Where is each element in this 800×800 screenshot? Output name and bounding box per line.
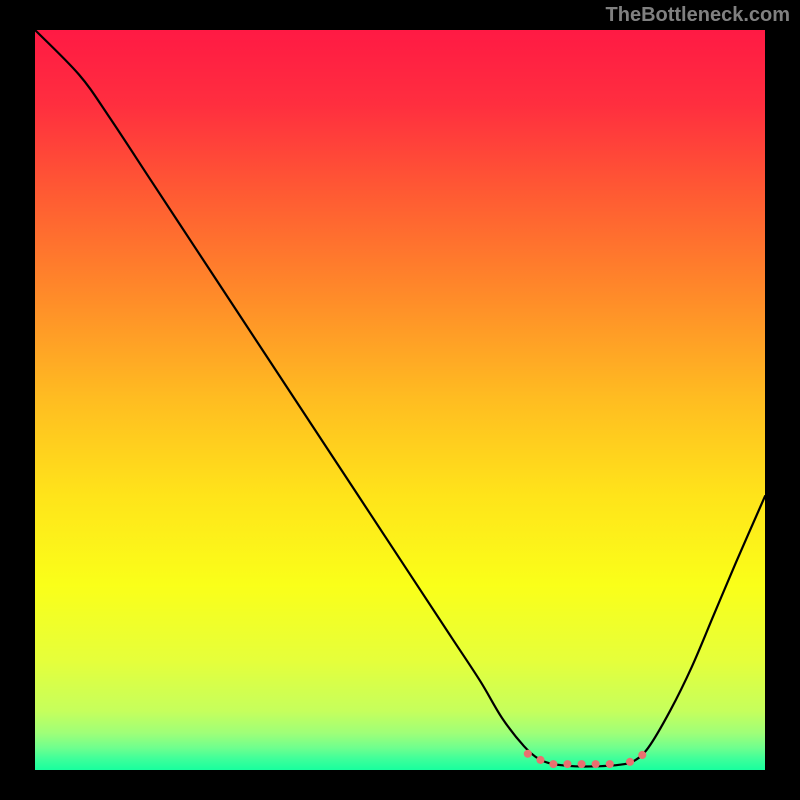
- plot-area: [35, 30, 765, 770]
- chart-container: TheBottleneck.com: [0, 0, 800, 800]
- plot-svg: [35, 30, 765, 770]
- gradient-background: [35, 30, 765, 770]
- watermark-text: TheBottleneck.com: [606, 4, 790, 27]
